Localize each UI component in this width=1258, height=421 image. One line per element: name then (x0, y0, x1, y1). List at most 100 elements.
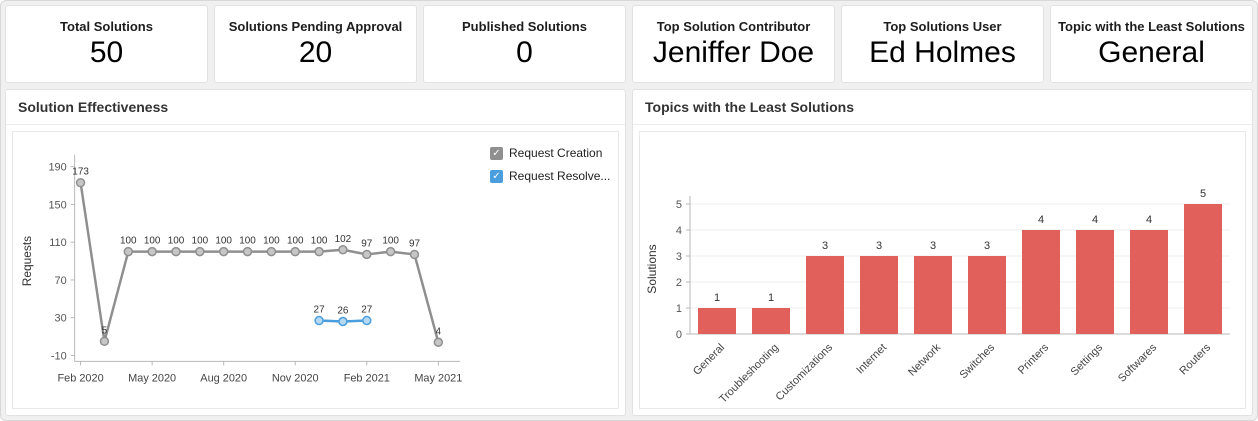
data-point[interactable] (433, 337, 444, 347)
x-tick-label: May 2021 (414, 372, 462, 384)
data-point[interactable] (218, 246, 229, 257)
solution-effectiveness-chart: 190 150 110 70 30 -10 Feb 2020 May 2020 Aug 2020… (20, 154, 462, 384)
bar-general[interactable] (698, 308, 736, 334)
x-category-label: Troubleshooting (717, 342, 781, 406)
x-category-label: Customizations (773, 341, 835, 403)
kpi-label: Total Solutions (60, 19, 153, 35)
bar-network[interactable] (914, 256, 952, 334)
y-axis-title: Requests (20, 236, 34, 286)
point-label: 5 (102, 325, 108, 336)
series-request-resolve: 27 26 27 (314, 305, 373, 327)
bar-value-label: 3 (930, 240, 936, 252)
bar-series: 1 General 1 Troubleshooting 3 Customizations 3… (691, 188, 1222, 406)
data-point[interactable] (385, 246, 396, 257)
kpi-card-top-solution-contributor[interactable]: Top Solution Contributor Jeniffer Doe (632, 5, 835, 83)
legend-label: Request Creation (509, 146, 603, 160)
y-axis-title: Solutions (645, 244, 659, 293)
kpi-value: Ed Holmes (869, 36, 1016, 70)
point-label: 100 (215, 236, 232, 247)
kpi-label: Published Solutions (462, 19, 587, 35)
kpi-label: Topic with the Least Solutions (1058, 19, 1245, 35)
kpi-card-total-solutions[interactable]: Total Solutions 50 (5, 5, 208, 83)
x-category-label: Printers (1016, 341, 1052, 377)
point-label: 27 (314, 305, 326, 316)
kpi-value: 0 (516, 36, 533, 70)
x-category-label: Routers (1177, 341, 1213, 377)
legend-item[interactable]: Request Creation (490, 146, 616, 160)
data-point[interactable] (409, 249, 420, 260)
point-label: 173 (72, 167, 89, 178)
bar-troubleshooting[interactable] (752, 308, 790, 334)
y-tick-label: 190 (48, 162, 66, 174)
data-point[interactable] (266, 246, 277, 257)
y-tick-label: 0 (676, 329, 682, 341)
bar-internet[interactable] (860, 256, 898, 334)
point-label: 97 (361, 238, 373, 249)
bar-switches[interactable] (968, 256, 1006, 334)
data-point[interactable] (75, 177, 86, 188)
y-tick-label: 4 (676, 225, 682, 237)
checkbox-checked-icon[interactable] (490, 169, 503, 183)
x-category-label: Network (906, 341, 943, 378)
x-category-label: Softwares (1116, 341, 1159, 384)
bar-value-label: 4 (1092, 214, 1098, 226)
data-point[interactable] (99, 336, 110, 347)
kpi-card-topic-least-solutions[interactable]: Topic with the Least Solutions General (1050, 5, 1253, 83)
y-tick-label: 2 (676, 277, 682, 289)
chart-legend: Request Creation Request Resolve... (490, 134, 616, 192)
kpi-label: Top Solutions User (883, 19, 1002, 35)
data-point[interactable] (123, 246, 134, 257)
data-point[interactable] (171, 246, 181, 257)
y-tick-label: 110 (49, 237, 66, 249)
bar-printers[interactable] (1022, 230, 1060, 334)
panel-body: 190 150 110 70 30 -10 Feb 2020 May 2020 Aug 2020… (6, 125, 625, 415)
kpi-card-top-solutions-user[interactable]: Top Solutions User Ed Holmes (841, 5, 1044, 83)
checkbox-checked-icon[interactable] (490, 146, 503, 160)
kpi-card-published-solutions[interactable]: Published Solutions 0 (423, 5, 626, 83)
data-point[interactable] (362, 249, 372, 260)
bar-customizations[interactable] (806, 256, 844, 334)
x-category-label: Switches (958, 341, 998, 381)
bar-value-label: 4 (1038, 214, 1044, 226)
bar-settings[interactable] (1076, 230, 1114, 334)
panel-title: Solution Effectiveness (6, 90, 625, 125)
bar-softwares[interactable] (1130, 230, 1168, 334)
data-point[interactable] (338, 316, 348, 327)
data-point[interactable] (195, 246, 205, 257)
kpi-value: Jeniffer Doe (652, 36, 815, 70)
x-category-label: Internet (854, 342, 889, 377)
bar-routers[interactable] (1184, 204, 1222, 334)
y-tick-label: 5 (676, 199, 682, 211)
data-point[interactable] (290, 246, 300, 257)
data-point[interactable] (147, 246, 157, 257)
bar-chart-box: 0 1 2 3 4 5 Solutions 1 General 1 Troubleshooting 3… (639, 131, 1246, 409)
solution-effectiveness-panel: Solution Effectiveness 190 150 110 70 30 -10 F… (5, 89, 626, 416)
bar-value-label: 1 (714, 292, 720, 304)
point-label: 100 (263, 236, 280, 247)
kpi-value: 20 (298, 36, 333, 70)
y-tick-label: 30 (55, 313, 67, 325)
data-point[interactable] (314, 315, 324, 326)
least-solutions-panel: Topics with the Least Solutions 0 1 2 3 4 5 So… (632, 89, 1253, 416)
line-chart-box: 190 150 110 70 30 -10 Feb 2020 May 2020 Aug 2020… (12, 131, 619, 409)
y-tick-label: 150 (48, 199, 66, 211)
legend-item[interactable]: Request Resolve... (490, 169, 616, 183)
y-tick-label: -10 (51, 350, 67, 362)
bar-value-label: 5 (1200, 188, 1206, 200)
x-tick-label: Aug 2020 (200, 372, 247, 384)
data-point[interactable] (338, 245, 348, 255)
x-tick-label: May 2020 (128, 372, 176, 384)
point-label: 100 (382, 236, 399, 247)
x-tick-label: Feb 2021 (344, 372, 390, 384)
data-point[interactable] (314, 246, 324, 257)
x-tick-label: Nov 2020 (272, 372, 319, 384)
x-category-label: General (691, 342, 727, 378)
kpi-value: 50 (89, 36, 124, 70)
line-chart-axes: 190 150 110 70 30 -10 Feb 2020 May 2020 Aug 2020… (20, 154, 462, 384)
series-request-creation: 173 5 100 100 100 100 100 100 100 100 100 102 97 100 9… (72, 167, 444, 347)
data-point[interactable] (362, 315, 372, 326)
kpi-card-solutions-pending-approval[interactable]: Solutions Pending Approval 20 (214, 5, 417, 83)
point-label: 27 (361, 305, 373, 316)
data-point[interactable] (242, 246, 253, 257)
